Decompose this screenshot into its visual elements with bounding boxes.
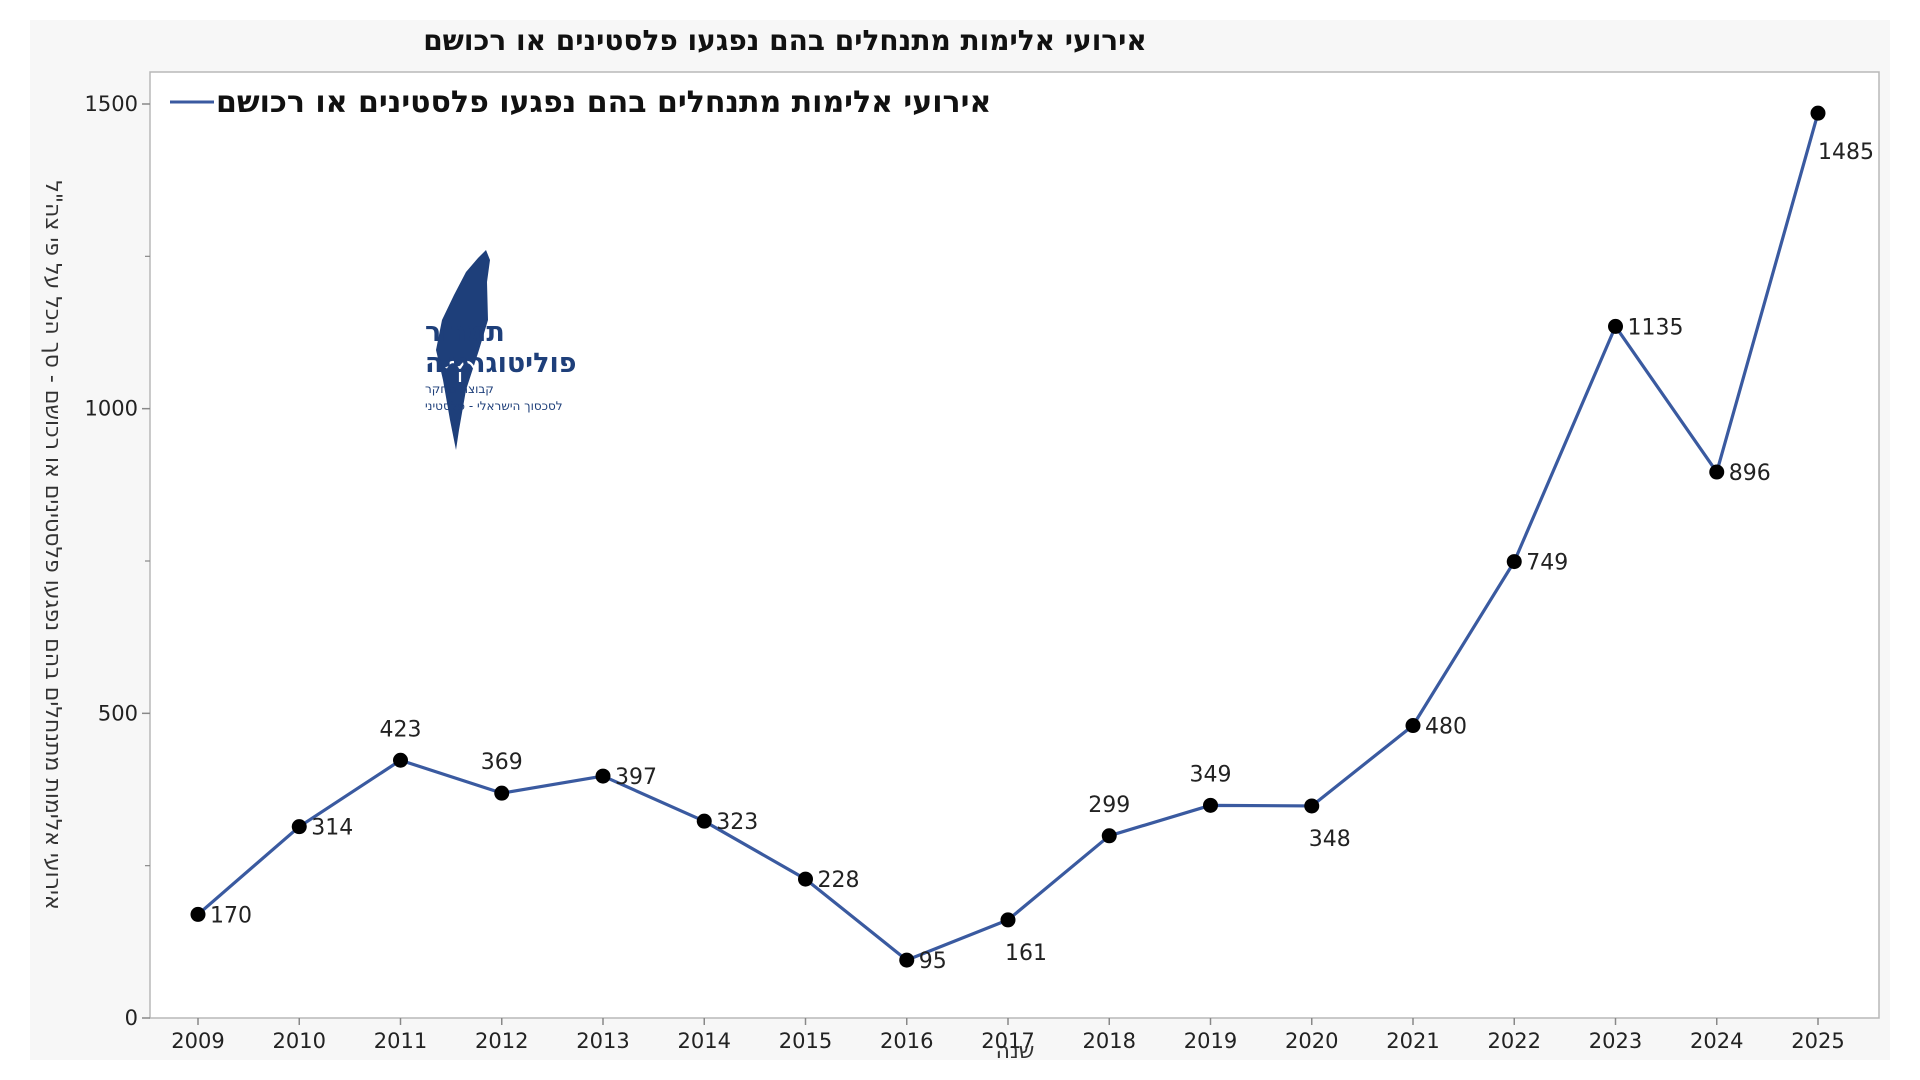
x-axis-label: שנה (996, 1039, 1035, 1060)
data-label: 299 (1088, 793, 1130, 818)
data-label: 349 (1190, 762, 1232, 787)
data-point (1203, 797, 1218, 813)
x-tick-label: 2018 (1083, 1029, 1136, 1053)
x-tick-label: 2013 (576, 1029, 629, 1053)
data-point (696, 813, 712, 829)
x-tick-label: 2025 (1791, 1029, 1844, 1053)
data-point (1405, 718, 1421, 734)
x-tick-label: 2016 (880, 1029, 933, 1053)
data-label: 323 (716, 810, 758, 835)
x-tick-label: 2020 (1285, 1029, 1338, 1053)
data-label: 896 (1729, 461, 1771, 486)
logo-line4: לסכסוך הישראלי - פלסטיני (425, 399, 563, 413)
data-point (1304, 798, 1320, 814)
fork-sign-icon (445, 360, 475, 382)
data-label: 1135 (1628, 315, 1684, 340)
legend-label: אירועי אלימות מתנחלים בהם נפגעו פלסטינים… (216, 85, 991, 120)
data-point (1101, 828, 1117, 844)
chart-title: אירועי אלימות מתנחלים בהם נפגעו פלסטינים… (423, 24, 1147, 57)
data-label: 95 (919, 949, 947, 974)
data-label: 369 (481, 750, 523, 775)
x-tick-label: 2010 (273, 1029, 326, 1053)
data-label: 348 (1309, 827, 1351, 852)
data-point (1000, 912, 1016, 928)
y-tick-label: 1500 (85, 92, 138, 116)
data-point (291, 819, 307, 835)
data-label: 423 (380, 717, 422, 742)
x-tick-label: 2017 (981, 1029, 1034, 1053)
data-label: 480 (1425, 715, 1467, 740)
logo-line2: פוליטוגרפיה (425, 348, 577, 379)
y-tick-label: 0 (125, 1006, 138, 1030)
logo-line1: תמרור (425, 317, 505, 348)
data-label: 161 (1005, 941, 1047, 966)
data-point (494, 785, 510, 801)
y-tick-label: 500 (98, 701, 138, 725)
plot-area (149, 71, 1880, 1019)
x-tick-label: 2024 (1690, 1029, 1743, 1053)
data-label: 397 (615, 765, 657, 790)
x-tick-label: 2015 (779, 1029, 832, 1053)
tamror-logo: תמרור פוליטוגרפיה קבוצת מחקר לסכסוך הישר… (425, 250, 577, 450)
data-point (899, 952, 915, 968)
logo-line3: קבוצת מחקר (425, 382, 494, 396)
map-icon (436, 250, 490, 450)
data-point (1608, 318, 1623, 334)
x-tick-label: 2023 (1589, 1029, 1642, 1053)
x-tick-label: 2012 (475, 1029, 528, 1053)
x-tick-label: 2022 (1488, 1029, 1541, 1053)
data-label: 314 (311, 816, 353, 841)
y-tick-label: 1000 (85, 397, 138, 421)
data-point (1810, 105, 1826, 121)
data-label: 170 (210, 903, 252, 928)
x-tick-label: 2009 (171, 1029, 224, 1053)
chart-frame: אירועי אלימות מתנחלים בהם נפגעו פלסטינים… (30, 20, 1890, 1060)
x-tick-label: 2019 (1184, 1029, 1237, 1053)
data-point (1709, 464, 1725, 480)
x-tick-label: 2011 (374, 1029, 427, 1053)
data-point (595, 768, 611, 784)
data-point (1506, 554, 1522, 570)
data-point (798, 871, 813, 887)
data-label: 228 (818, 868, 860, 893)
data-point (190, 906, 206, 922)
data-point (393, 752, 408, 768)
y-axis-label: אירועי אלימות מתנחלים בהם נפגעו פלסטינים… (40, 180, 65, 909)
x-tick-label: 2021 (1386, 1029, 1439, 1053)
line-chart: אירועי אלימות מתנחלים בהם נפגעו פלסטינים… (40, 24, 1880, 1060)
data-label: 1485 (1818, 140, 1874, 165)
data-label: 749 (1526, 551, 1568, 576)
x-tick-label: 2014 (678, 1029, 731, 1053)
